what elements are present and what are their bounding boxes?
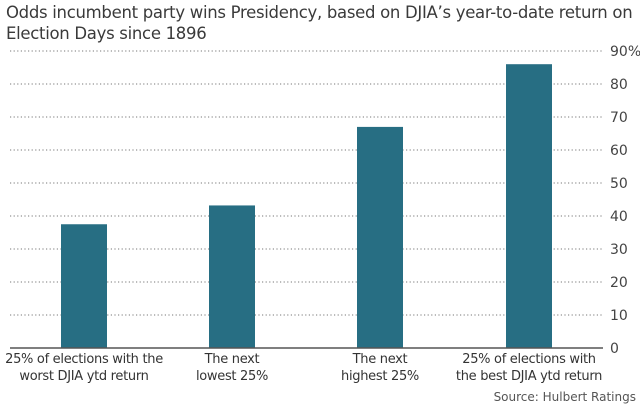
category-label: The next highest 25% xyxy=(341,352,419,384)
y-tick-label: 10 xyxy=(610,308,628,324)
bar xyxy=(61,224,107,348)
source-note: Source: Hulbert Ratings xyxy=(494,390,636,404)
chart-title: Odds incumbent party wins Presidency, ba… xyxy=(6,3,633,43)
y-tick-label: 20 xyxy=(610,275,628,291)
y-tick-label: 40 xyxy=(610,209,628,225)
bar xyxy=(209,205,255,348)
category-label: 25% of elections with the best DJIA ytd r… xyxy=(456,352,602,384)
y-tick-label: 90% xyxy=(610,44,640,60)
bar xyxy=(506,64,552,348)
category-label: The next lowest 25% xyxy=(196,352,268,384)
y-tick-label: 0 xyxy=(610,341,619,357)
y-tick-label: 30 xyxy=(610,242,628,258)
y-tick-label: 60 xyxy=(610,143,628,159)
y-tick-label: 80 xyxy=(610,77,628,93)
y-tick-label: 50 xyxy=(610,176,628,192)
y-tick-label: 70 xyxy=(610,110,628,126)
bar xyxy=(357,126,403,349)
category-label: 25% of elections with the worst DJIA ytd … xyxy=(5,352,163,384)
